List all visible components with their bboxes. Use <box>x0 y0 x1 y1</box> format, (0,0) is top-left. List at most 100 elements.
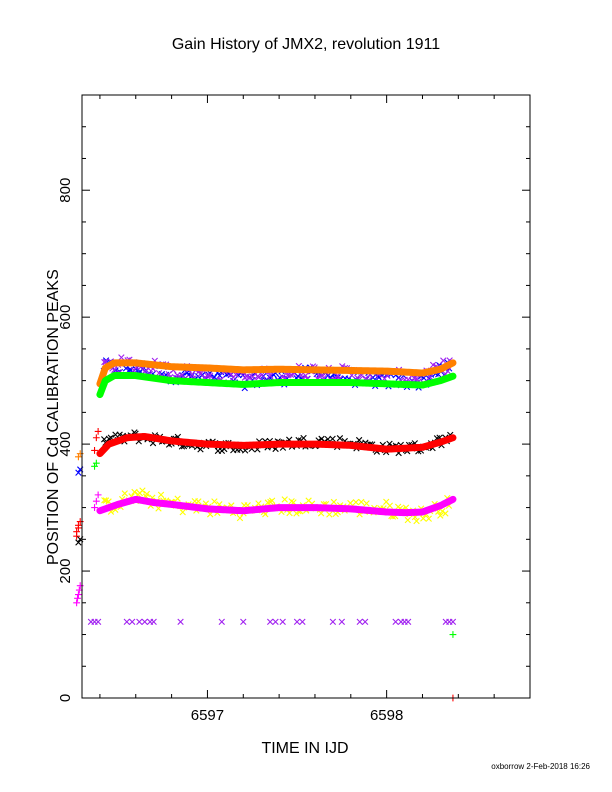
x-axis-label: TIME IN IJD <box>261 740 349 757</box>
y-tick-label: 800 <box>57 178 74 203</box>
baseline-marker <box>128 618 136 626</box>
baseline-marker <box>94 618 102 626</box>
point-orange <box>76 450 84 458</box>
scatter-point-yellow <box>174 495 181 502</box>
scatter-point-yellow <box>404 516 411 524</box>
scatter-point-yellow <box>317 510 325 517</box>
scatter-point-yellow <box>179 509 186 516</box>
point-magenta <box>76 582 84 590</box>
point-green <box>91 462 98 470</box>
series-line-green <box>96 372 457 399</box>
baseline-marker <box>361 618 369 626</box>
scatter-point-purple <box>302 372 309 379</box>
x-tick-label: 6598 <box>370 707 403 724</box>
point-black <box>75 539 82 546</box>
scatter-point-purple <box>206 372 214 379</box>
scatter-point-purple <box>118 354 125 361</box>
scatter-point-blue <box>122 365 130 372</box>
scatter-point-yellow <box>425 515 432 522</box>
scatter-point-yellow <box>131 488 138 496</box>
point-magenta <box>75 591 82 598</box>
series-line-magenta <box>96 495 457 517</box>
scatter-point-yellow <box>211 498 218 505</box>
baseline-marker <box>240 618 247 626</box>
scatter-point-yellow <box>420 515 427 522</box>
scatter-point-purple <box>255 373 263 381</box>
baseline-marker <box>279 618 286 626</box>
chart-title: Gain History of JMX2, revolution 1911 <box>171 36 441 53</box>
y-tick-label: 600 <box>57 305 74 330</box>
point-orange <box>75 453 82 461</box>
scatter-point-yellow <box>386 502 394 509</box>
scatter-point-purple <box>111 366 118 374</box>
scatter-point-black <box>300 434 307 442</box>
scatter-point-yellow <box>286 509 293 517</box>
baseline-marker <box>338 618 346 626</box>
scatter-point-yellow <box>326 511 333 518</box>
baseline-marker <box>272 618 279 626</box>
scatter-point-yellow <box>358 498 365 506</box>
scatter-point-yellow <box>281 496 288 503</box>
point-blue <box>75 469 82 476</box>
point-magenta <box>73 599 81 607</box>
scatter-point-yellow <box>442 510 449 517</box>
y-tick-label: 200 <box>57 559 74 584</box>
point-red <box>94 428 102 435</box>
scatter-point-yellow <box>352 499 360 506</box>
point-red <box>75 521 82 529</box>
plot-frame <box>81 94 531 699</box>
point-magenta <box>92 497 100 505</box>
point-red <box>76 518 84 525</box>
baseline-marker <box>177 618 184 626</box>
y-tick-label: 400 <box>57 432 74 457</box>
axes-layer: 0 200 400 600 800 6597 6598 <box>57 94 531 724</box>
scatter-point-purple <box>258 371 266 379</box>
scatter-point-black <box>355 436 363 444</box>
scatter-point-yellow <box>236 514 244 522</box>
scatter-point-yellow <box>143 490 151 498</box>
baseline-marker <box>266 618 274 626</box>
scatter-point-yellow <box>347 499 354 507</box>
point-red <box>73 528 81 536</box>
point-magenta <box>94 491 102 499</box>
baseline-marker <box>141 618 148 626</box>
scatter-point-yellow <box>139 487 146 494</box>
scatter-point-yellow <box>363 500 370 507</box>
scatter-point-blue <box>211 373 218 381</box>
scatter-point-yellow <box>195 498 202 505</box>
scatter-point-yellow <box>268 497 276 504</box>
scatter-point-purple <box>440 357 447 364</box>
baseline-marker <box>123 618 130 626</box>
series-line-orange <box>96 359 457 388</box>
scatter-point-yellow <box>330 498 338 506</box>
scatter-point-yellow <box>437 512 444 519</box>
baseline-marker <box>136 618 143 626</box>
point-magenta <box>91 504 98 511</box>
point-green <box>92 459 100 467</box>
scatter-point-yellow <box>413 517 420 525</box>
baseline-marker <box>299 618 306 626</box>
baseline-marker <box>392 618 399 626</box>
baseline-marker <box>329 618 337 626</box>
credit-text: oxborrow 2-Feb-2018 16:26 <box>491 762 590 771</box>
baseline-marker <box>356 618 363 626</box>
point-red <box>92 434 100 442</box>
point-green <box>449 631 457 638</box>
scatter-point-black <box>336 435 344 442</box>
baseline-marker <box>449 618 457 626</box>
baseline-marker <box>404 618 412 626</box>
baseline-marker <box>218 618 225 626</box>
scatter-point-purple <box>411 375 418 382</box>
scatter-point-yellow <box>157 491 165 498</box>
scatter-point-yellow <box>121 490 128 497</box>
marks-layer <box>73 354 457 702</box>
point-magenta <box>74 594 81 602</box>
scatter-point-purple <box>267 372 274 379</box>
scatter-point-black <box>197 446 204 453</box>
point-red <box>91 447 98 454</box>
scatter-point-black <box>329 435 336 443</box>
baseline-marker <box>150 618 157 626</box>
baseline-marker <box>293 618 301 626</box>
scatter-point-purple <box>287 371 295 379</box>
